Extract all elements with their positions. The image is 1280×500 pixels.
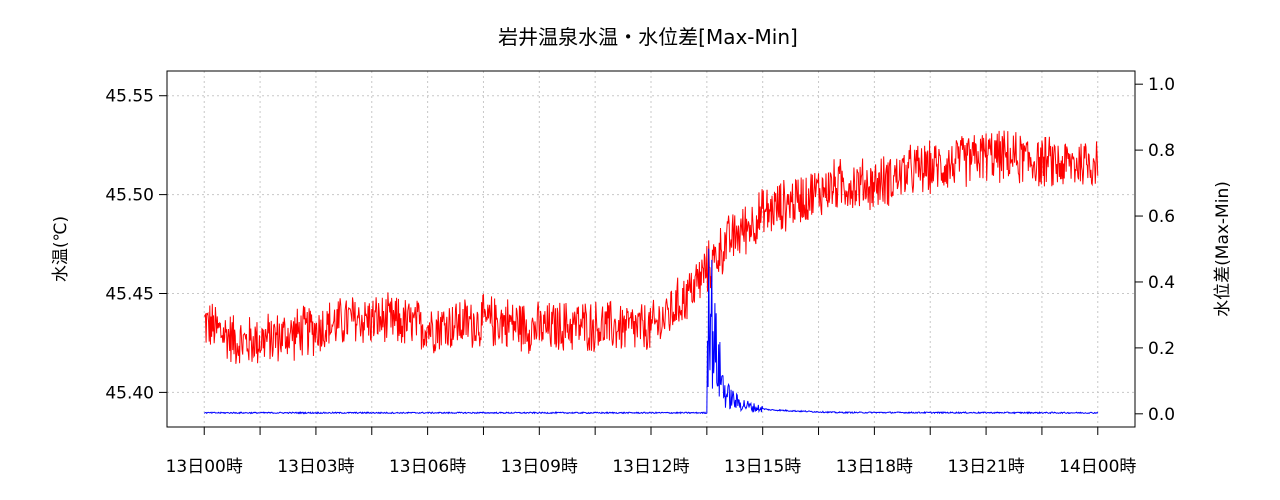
x-tick-label: 13日06時 bbox=[389, 457, 466, 477]
x-tick-label: 13日21時 bbox=[947, 457, 1024, 477]
y-tick-label: 45.40 bbox=[105, 383, 154, 403]
y2-tick-label: 0.2 bbox=[1148, 339, 1175, 359]
x-tick-label: 14日00時 bbox=[1059, 457, 1136, 477]
y2-tick-label: 0.0 bbox=[1148, 405, 1175, 425]
y2-tick-label: 1.0 bbox=[1148, 75, 1175, 95]
y-tick-label: 45.50 bbox=[105, 186, 154, 206]
grid-lines bbox=[167, 71, 1135, 427]
chart-title: 岩井温泉水温・水位差[Max-Min] bbox=[498, 25, 798, 49]
y2-axis-title: 水位差(Max-Min) bbox=[1213, 181, 1233, 317]
water-level-diff-line bbox=[203, 248, 1099, 415]
axes: 13日00時 13日03時 13日06時 13日09時 13日12時 13日15時 13日1… bbox=[105, 75, 1175, 477]
x-tick-label: 13日12時 bbox=[612, 457, 689, 477]
y-tick-label: 45.45 bbox=[105, 285, 154, 305]
x-tick-label: 13日18時 bbox=[836, 457, 913, 477]
y-tick-label: 45.55 bbox=[105, 87, 154, 107]
x-tick-label: 13日03時 bbox=[277, 457, 354, 477]
x-tick-label: 13日15時 bbox=[724, 457, 801, 477]
y-axis-title: 水温(℃) bbox=[51, 216, 71, 282]
y2-tick-label: 0.6 bbox=[1148, 207, 1175, 227]
y2-tick-label: 0.4 bbox=[1148, 273, 1175, 293]
plot-frame bbox=[166, 70, 1136, 428]
x-tick-label: 13日00時 bbox=[166, 457, 243, 477]
x-tick-label: 13日09時 bbox=[501, 457, 578, 477]
series-layer bbox=[203, 130, 1099, 415]
water-temp-line bbox=[203, 130, 1099, 364]
y2-tick-label: 0.8 bbox=[1148, 141, 1175, 161]
